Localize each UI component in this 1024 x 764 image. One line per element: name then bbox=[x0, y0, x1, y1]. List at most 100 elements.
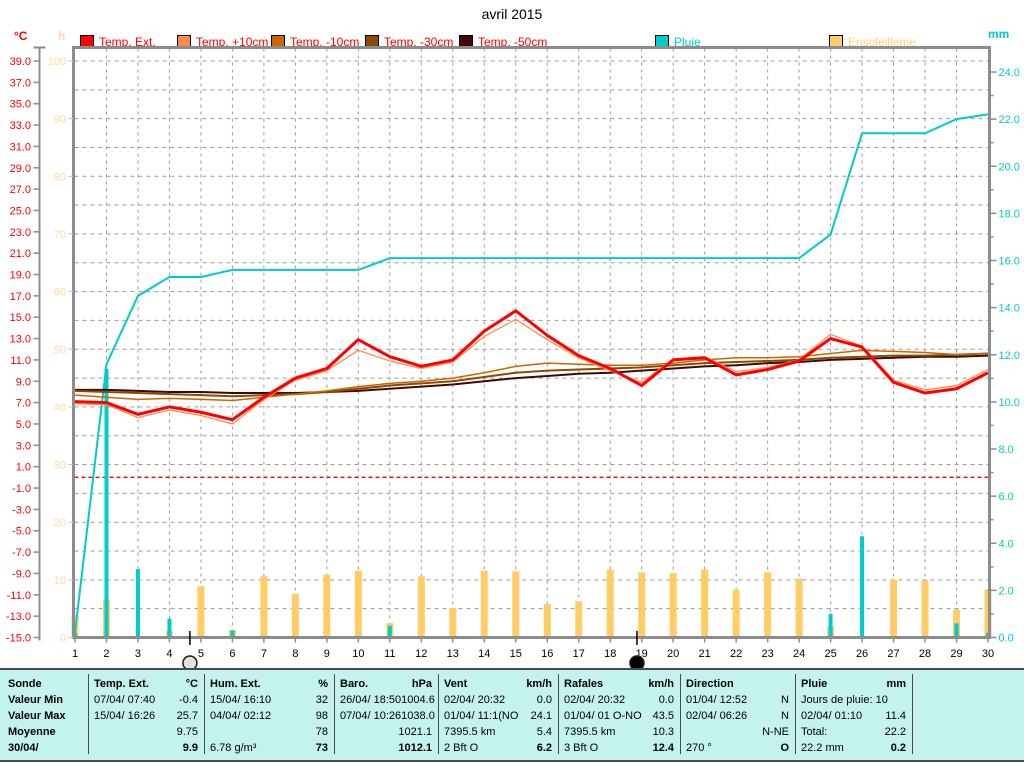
table-cell: 26/04/ 18:50 1004.6 bbox=[340, 694, 435, 708]
table-cell-text: 01/04/ 11:1(NO bbox=[444, 710, 519, 722]
temp-line-1 bbox=[74, 318, 989, 425]
table-separator bbox=[204, 674, 205, 754]
day-axis-label: 9 bbox=[324, 648, 330, 660]
day-axis-label: 30 bbox=[982, 648, 994, 660]
table-column-header-value: °C bbox=[185, 678, 198, 690]
day-axis-label: 4 bbox=[166, 648, 172, 660]
temp-axis-tick-label: -9.0 bbox=[12, 568, 31, 580]
rain-bar bbox=[230, 630, 235, 638]
legend-label: Ensoleilleme bbox=[848, 35, 917, 49]
day-axis-label: 20 bbox=[667, 648, 679, 660]
table-separator bbox=[334, 674, 335, 754]
rain-bar bbox=[104, 368, 109, 638]
chart-plot-area: -15.0 -13.0 -11.0 -9.0 -7.0 -5.0 -3.0 -1.0 1.0 3.… bbox=[6, 46, 1020, 668]
table-column-header: Hum. Ext.% bbox=[210, 678, 328, 692]
rain-bar bbox=[167, 618, 172, 638]
temp-axis-tick-label: 31.0 bbox=[10, 141, 31, 153]
table-cell-value: 43.5 bbox=[652, 710, 674, 722]
day-axis-label: 3 bbox=[135, 648, 141, 660]
table-row-label-text: Moyenne bbox=[8, 726, 56, 738]
table-cell-value: 6.2 bbox=[536, 742, 552, 754]
table-cell-value: N-NE bbox=[762, 726, 789, 738]
table-cell: 15/04/ 16:10 32 bbox=[210, 694, 328, 708]
table-cell-text: 6.78 g/m³ bbox=[210, 742, 257, 754]
sun-axis-tick-label: 10 bbox=[54, 575, 66, 587]
table-cell-value: 0.0 bbox=[658, 694, 674, 706]
temp-axis-tick-label: 21.0 bbox=[10, 248, 31, 260]
sunshine-bar bbox=[543, 604, 551, 638]
temp-axis-tick-label: 9.0 bbox=[16, 376, 31, 388]
sunshine-bar bbox=[701, 569, 709, 638]
sunshine-bar bbox=[795, 578, 803, 638]
day-axis-label: 16 bbox=[541, 648, 553, 660]
day-axis-label: 13 bbox=[447, 648, 459, 660]
temp-axis-tick-label: -3.0 bbox=[12, 504, 31, 516]
table-cell: 01/04/ 01 O-NO 43.5 bbox=[564, 710, 674, 724]
day-axis-label: 12 bbox=[415, 648, 427, 660]
plot-frame bbox=[72, 46, 991, 639]
legend-item: Pluie bbox=[655, 35, 701, 49]
rain-bar bbox=[828, 613, 833, 638]
table-column-header-text: Baro. bbox=[340, 678, 369, 690]
rain-axis-tick-label: 14.0 bbox=[999, 303, 1020, 315]
table-separator bbox=[795, 674, 796, 754]
sunshine-bar bbox=[764, 572, 772, 638]
sun-axis-tick-label: 20 bbox=[54, 517, 66, 529]
table-cell-value: 5.4 bbox=[536, 726, 552, 738]
table-separator bbox=[438, 674, 439, 754]
table-cell-value: 25.7 bbox=[176, 710, 198, 722]
temp-axis-unit-label: °C bbox=[14, 29, 28, 43]
sun-axis-tick-label: 60 bbox=[54, 287, 66, 299]
table-cell: 6.78 g/m³ 73 bbox=[210, 742, 328, 756]
temp-axis-tick-label: 11.0 bbox=[10, 355, 31, 367]
table-row-label-text: Valeur Min bbox=[8, 694, 64, 706]
sun-axis-tick-label: 90 bbox=[54, 114, 66, 126]
table-cell: 04/04/ 02:12 98 bbox=[210, 710, 328, 724]
day-axis-label: 28 bbox=[919, 648, 931, 660]
new-moon-icon bbox=[629, 655, 645, 668]
rain-axis-tick-label: 12.0 bbox=[999, 350, 1020, 362]
table-cell: 02/04/ 20:32 0.0 bbox=[564, 694, 674, 708]
table-cell-text: 7395.5 km bbox=[564, 726, 616, 738]
table-cell-value: 1038.0 bbox=[401, 710, 435, 722]
temp-line-3 bbox=[74, 352, 989, 398]
sunshine-bar bbox=[417, 576, 425, 638]
sunshine-bar bbox=[732, 589, 740, 638]
day-axis-label: 2 bbox=[103, 648, 109, 660]
table-column-header-text: Direction bbox=[686, 678, 734, 690]
table-cell-text: 02/04/ 20:32 bbox=[444, 694, 506, 706]
table-separator bbox=[680, 674, 681, 754]
table-cell: 15/04/ 16:26 25.7 bbox=[94, 710, 198, 724]
table-separator bbox=[88, 674, 89, 754]
rain-bar bbox=[135, 569, 140, 638]
table-column-header-value: mm bbox=[886, 678, 906, 690]
day-axis-label: 18 bbox=[604, 648, 616, 660]
table-row-label-text: Sonde bbox=[8, 678, 42, 690]
table-cell: Total: 22.2 bbox=[801, 726, 906, 740]
table-row-label: 30/04/ bbox=[8, 742, 84, 756]
table-cell-text: 270 ° bbox=[686, 742, 712, 754]
legend-item: Ensoleilleme bbox=[829, 35, 916, 49]
sunshine-bar bbox=[606, 569, 614, 638]
table-cell-text: 26/04/ 18:50 bbox=[340, 694, 402, 706]
table-cell-value: 78 bbox=[315, 726, 328, 738]
table-cell-text: 01/04/ 01 O-NO bbox=[564, 710, 642, 722]
table-cell: 9.9 bbox=[94, 742, 198, 756]
temp-axis-tick-label: -5.0 bbox=[12, 526, 31, 538]
table-column-header: Pluie mm bbox=[801, 678, 906, 692]
rain-axis-tick-label: 22.0 bbox=[999, 114, 1020, 126]
full-moon-icon bbox=[182, 655, 198, 668]
table-cell: 3 Bft O 12.4 bbox=[564, 742, 674, 756]
temp-axis-tick-label: 33.0 bbox=[10, 120, 31, 132]
rain-axis-tick-label: 8.0 bbox=[999, 444, 1014, 456]
legend-item: Temp. -50cm bbox=[459, 35, 547, 49]
sun-axis-tick-label: 50 bbox=[54, 344, 66, 356]
temp-axis-tick-label: 3.0 bbox=[16, 440, 31, 452]
day-axis-label: 14 bbox=[478, 648, 490, 660]
table-cell: Jours de pluie: 10 bbox=[801, 694, 906, 708]
sunshine-bar bbox=[669, 572, 677, 638]
rain-axis-tick-label: 18.0 bbox=[999, 208, 1020, 220]
day-axis-label: 11 bbox=[384, 648, 395, 660]
temp-axis-tick-label: 17.0 bbox=[10, 291, 31, 303]
table-cell-text: 7395.5 km bbox=[444, 726, 496, 738]
